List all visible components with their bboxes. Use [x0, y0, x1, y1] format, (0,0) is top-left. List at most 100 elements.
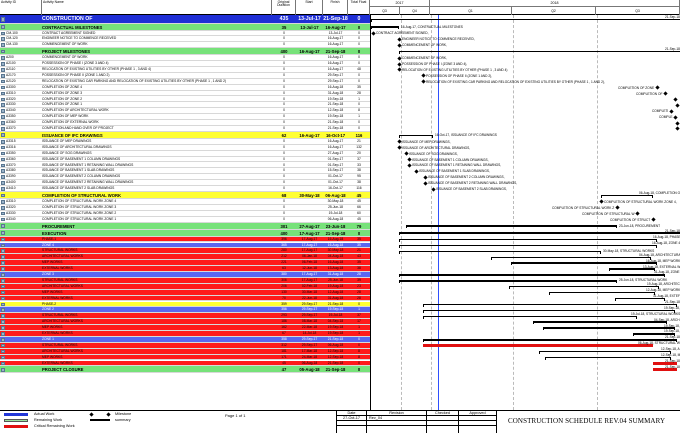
col-orig-duration[interactable]: Original Duration	[272, 0, 296, 15]
critical-bar[interactable]	[653, 361, 677, 365]
milestone-diamond[interactable]	[403, 151, 409, 156]
activity-row[interactable]: ZONE 1 358 29-Sep-17 21-Sep-18 0	[0, 336, 370, 343]
activity-row[interactable]: COMPLETION OF STRUCTURAL WORK 68 30-May-18…	[0, 192, 370, 199]
milestone-diamond[interactable]	[654, 85, 660, 90]
col-activity-name[interactable]: Activity Name	[42, 0, 272, 15]
milestone-diamond[interactable]	[396, 61, 402, 67]
col-start[interactable]: Start	[296, 0, 323, 15]
summary-bar[interactable]	[399, 244, 657, 249]
activity-row[interactable]: CONTRACTUAL MILESTONES 35 13-Jul-17 16-Aug-…	[0, 23, 370, 31]
summary-bar[interactable]	[399, 134, 434, 139]
summary-bar[interactable]	[491, 256, 651, 261]
critical-bar[interactable]	[423, 344, 653, 348]
milestone-diamond[interactable]	[430, 186, 436, 192]
activity-row[interactable]: ARCHITECTURAL WORKS 181 17-Mar-18 12-Sep-18…	[0, 348, 370, 355]
activity-row[interactable]: A3330 COMPLETION OF STRUCTURAL WORK ZONE …	[0, 210, 370, 217]
summary-bar[interactable]	[399, 280, 617, 285]
activity-row[interactable]: MEP WORKS 221 06-Feb-18 16-Aug-18 35	[0, 260, 370, 267]
activity-row[interactable]: A200 COMMENCEMENT OF WORK 0 16-Aug-17 0	[0, 55, 370, 62]
activity-row[interactable]: A2100 POSSESSION OF PHASE I (ZONE 3 AND 4…	[0, 61, 370, 67]
activity-row[interactable]: A2110 RELOCATION OF EXISTING UTILITIES BY…	[0, 67, 370, 73]
activity-row[interactable]: PHASE-2 359 29-Sep-17 21-Sep-18 0	[0, 301, 370, 308]
summary-bar[interactable]	[399, 51, 680, 56]
summary-bar[interactable]	[423, 309, 675, 314]
activity-row[interactable]: A3350 ISSUANCE OF SOG DRAWINGS 0 27-Aug-17 2…	[0, 150, 370, 157]
milestone-diamond[interactable]	[672, 97, 678, 102]
activity-row[interactable]: EXECUTION 400 17-Aug-17 21-Sep-18 0	[0, 229, 370, 237]
milestone-diamond[interactable]	[672, 115, 678, 120]
activity-row[interactable]: A3370 ISSUANCE OF BASEMENT 1 RETAINING WA…	[0, 162, 370, 169]
milestone-diamond[interactable]	[674, 126, 680, 132]
milestone-diamond[interactable]	[413, 169, 419, 174]
activity-row[interactable]: A3380 ISSUANCE OF BASEMENT 1 SLAB DRAWING…	[0, 168, 370, 175]
activity-row[interactable]: A3370 COMPLETION AND HAND OVER OF PROJECT…	[0, 126, 370, 132]
milestone-diamond[interactable]	[614, 205, 620, 210]
milestone-diamond[interactable]	[674, 120, 680, 126]
col-finish[interactable]: Finish	[323, 0, 348, 15]
activity-row[interactable]: EXTERNAL WORKS 63 12-Jun-18 13-Aug-18 38	[0, 266, 370, 272]
critical-bar[interactable]	[653, 368, 677, 372]
summary-bar[interactable]	[371, 26, 400, 31]
activity-row[interactable]: A3320 COMPLETION OF ZONE 2 0 19-Sep-18 1	[0, 96, 370, 103]
activity-row[interactable]: ISSUANCE OF IFC DRAWINGS 62 16-Aug-17 16-Oc…	[0, 131, 370, 139]
summary-bar[interactable]	[511, 262, 657, 267]
activity-row[interactable]: A3400 ISSUANCE OF BASEMENT 2 RETAINING WA…	[0, 180, 370, 187]
col-activity-id[interactable]: Activity ID	[0, 0, 42, 15]
activity-row[interactable]: ZONE 4 365 17-Aug-17 16-Aug-18 35	[0, 242, 370, 249]
summary-bar[interactable]	[615, 297, 666, 303]
milestone-diamond[interactable]	[674, 103, 680, 108]
milestone-diamond[interactable]	[662, 91, 668, 96]
activity-row[interactable]: CONSTRUCTION OF 435 13-Jul-17 21-Sep-18 0	[0, 15, 370, 24]
col-total-float[interactable]: Total Float	[348, 0, 370, 15]
activity-row[interactable]: MEP WORKS 171 24-Mar-18 12-Sep-18 8	[0, 354, 370, 361]
activity-row[interactable]: EXTERNAL WORKS 67 14-Jul-18 19-Sep-18 1	[0, 331, 370, 337]
summary-bar[interactable]	[543, 327, 675, 332]
summary-bar[interactable]	[423, 303, 677, 308]
activity-row[interactable]: A3360 COMPLETION OF EXTERNAL WORK 0 21-Sep-…	[0, 120, 370, 126]
milestone-diamond[interactable]	[598, 199, 604, 205]
summary-bar[interactable]	[633, 333, 676, 338]
activity-row[interactable]: CM-130 COMMENCEMENT OF WORK 0 16-Aug-17 0	[0, 42, 370, 49]
activity-row[interactable]: A3316 ISSUANCE OF ARCHITECTURAL DRAWINGS 0…	[0, 144, 370, 151]
milestone-diamond[interactable]	[396, 56, 402, 61]
activity-row[interactable]: STRUCTURAL WORKS 312 29-Sep-17 06-Aug-18 0	[0, 342, 370, 349]
activity-row[interactable]: A3310 COMPLETION OF STRUCTURAL WORK ZONE …	[0, 199, 370, 205]
summary-bar[interactable]	[399, 250, 601, 255]
summary-bar[interactable]	[601, 194, 654, 199]
summary-bar[interactable]	[399, 232, 680, 237]
activity-row[interactable]: MEP WORKS 162 22-Mar-18 19-Sep-18 1	[0, 325, 370, 331]
activity-row[interactable]: A3310 COMPLETION OF ZONE 3 0 31-Aug-18 28	[0, 90, 370, 97]
milestone-diamond[interactable]	[634, 211, 640, 216]
milestone-diamond[interactable]	[420, 79, 426, 84]
activity-row[interactable]: STRUCTURAL WORKS 280 17-Aug-17 30-May-18 21	[0, 248, 370, 255]
activity-row[interactable]: A3410 ISSUANCE OF BASEMENT 2 SLAB DRAWING…	[0, 186, 370, 192]
summary-bar[interactable]	[423, 315, 637, 320]
activity-row[interactable]: ARCHITECTURAL WORKS 212 06-Jan-18 04-Aug-18…	[0, 254, 370, 261]
summary-bar[interactable]	[509, 286, 659, 291]
activity-row[interactable]: ZONE 3 380 17-Aug-17 31-Aug-18 28	[0, 272, 370, 278]
activity-row[interactable]: A3350 COMPLETION OF MEP WORK 0 19-Sep-18 1	[0, 114, 370, 121]
activity-row[interactable]: A3390 ISSUANCE OF BASEMENT 2 COLUMN DRAWI…	[0, 174, 370, 181]
activity-row[interactable]: EXTERNAL WORKS 70 22-Jun-18 31-Aug-18 28	[0, 295, 370, 302]
milestone-diamond[interactable]	[406, 157, 412, 162]
activity-row[interactable]: MEP WORKS 130 30-Mar-18 12-Aug-18 28	[0, 289, 370, 296]
summary-bar[interactable]	[539, 350, 671, 356]
summary-bar[interactable]	[406, 225, 617, 230]
milestone-diamond[interactable]	[371, 31, 376, 36]
activity-row[interactable]: A3330 COMPLETION OF ZONE 1 0 21-Sep-18 0	[0, 102, 370, 109]
activity-row[interactable]: STRUCTURAL WORKS 306 17-Aug-17 25-Jun-18 39	[0, 277, 370, 284]
summary-bar[interactable]	[549, 291, 655, 297]
activity-row[interactable]: CM-100 CONTRACT AGREEMENT SIGNED 0 13-Jul-1…	[0, 30, 370, 37]
milestone-diamond[interactable]	[406, 163, 412, 168]
activity-row[interactable]: A3320 COMPLETION OF STRUCTURAL WORK ZONE …	[0, 204, 370, 211]
activity-row[interactable]: A2170 POSSESSION OF PHASE II (ZONE 1 AND …	[0, 72, 370, 79]
activity-row[interactable]: A3300 COMPLETION OF ZONE 4 0 16-Aug-18 35	[0, 84, 370, 91]
activity-row[interactable]: A3340 COMPLETION OF STRUCTURAL WORK ZONE …	[0, 216, 370, 223]
activity-row[interactable]: EXTERNAL WORKS 45 06-Aug-18 21-Sep-18 0	[0, 360, 370, 367]
activity-row[interactable]: PROJECT MILESTONES 400 16-Aug-17 21-Sep-18 0	[0, 48, 370, 56]
activity-row[interactable]: CM-120 ENGINEER NOTICE TO COMMENCE RECEIV…	[0, 36, 370, 43]
milestone-diamond[interactable]	[422, 175, 428, 180]
summary-bar[interactable]	[399, 238, 657, 244]
summary-bar[interactable]	[371, 18, 680, 23]
summary-bar[interactable]	[545, 356, 671, 362]
